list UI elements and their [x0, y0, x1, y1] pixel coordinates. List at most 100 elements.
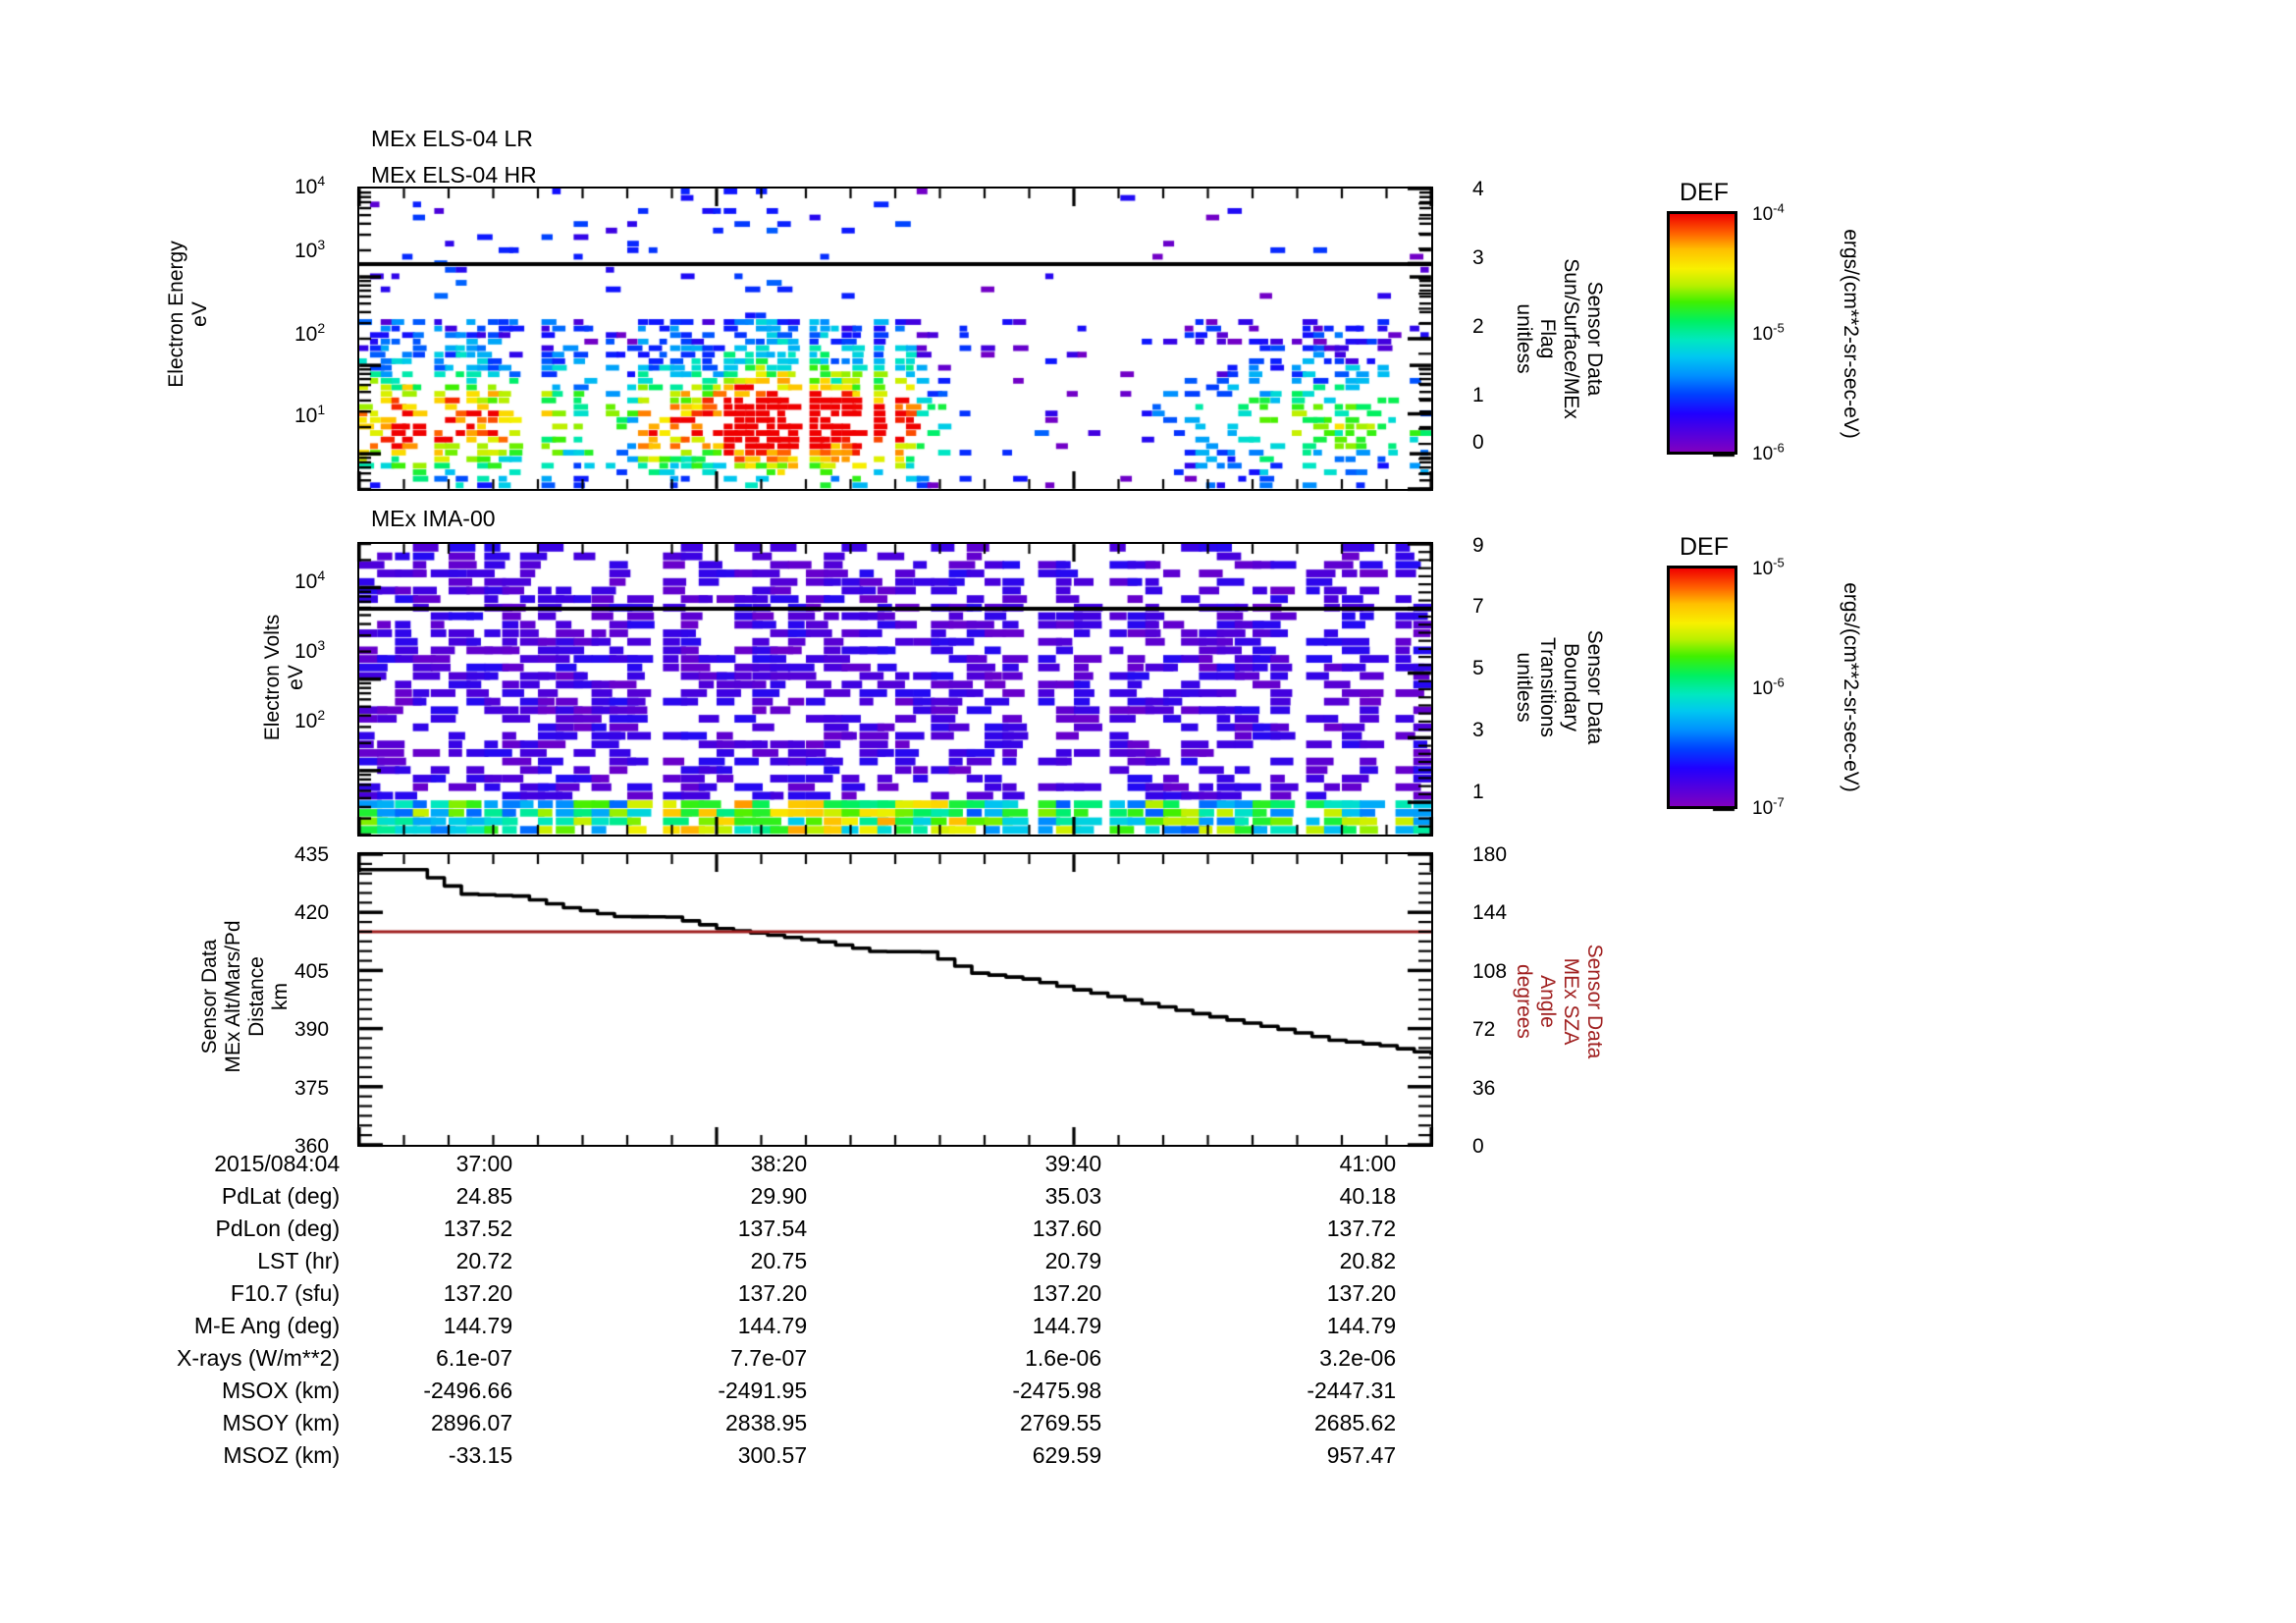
table-row-label: MSOX (km): [222, 1378, 341, 1403]
els-y2tick-2: 2: [1472, 315, 1484, 338]
table-cell-spacer: [1101, 1378, 1249, 1410]
table-row-label: MSOZ (km): [223, 1442, 341, 1468]
els-title-lr: MEx ELS-04 LR: [371, 126, 533, 151]
els-y2tick-1: 1: [1472, 384, 1484, 406]
table-row-label: PdLat (deg): [221, 1183, 341, 1209]
ima-y2tick-7: 7: [1472, 595, 1484, 618]
els-right-axis-line4: unitless: [1513, 303, 1535, 374]
alt-ytick-405: 405: [294, 960, 330, 983]
table-cell: 137.60: [1032, 1216, 1102, 1241]
table-cell-spacer: [512, 1280, 660, 1313]
colorbar-els: [1667, 211, 1737, 455]
ephemeris-table: 2015/084:04 37:00 38:20 39:40 41:00 PdLat (de…: [177, 1151, 1396, 1475]
table-row-label: 2015/084:04: [214, 1151, 341, 1176]
els-right-axis-line2: Sun/Surface/MEx: [1560, 258, 1582, 419]
table-cell-spacer: [807, 1313, 954, 1345]
table-cell: -33.15: [448, 1442, 513, 1468]
table-cell-spacer: [1101, 1151, 1249, 1183]
sza-right-axis-line4: degrees: [1513, 964, 1535, 1039]
table-cell: 144.79: [1326, 1313, 1397, 1338]
ima-y2tick-3: 3: [1472, 719, 1484, 741]
table-row: X-rays (W/m**2) 6.1e-07 7.7e-07 1.6e-06 3.2e…: [177, 1345, 1396, 1378]
table-cell: 144.79: [443, 1313, 513, 1338]
ima-y2tick-1: 1: [1472, 781, 1484, 803]
ima-y2tick-5: 5: [1472, 657, 1484, 679]
table-cell: 137.20: [737, 1280, 808, 1306]
table-cell: 144.79: [1032, 1313, 1102, 1338]
ima-title: MEx IMA-00: [371, 506, 496, 531]
table-row-label: M-E Ang (deg): [193, 1313, 341, 1338]
table-cell: -2496.66: [423, 1378, 513, 1403]
table-cell: 137.54: [737, 1216, 808, 1241]
ima-right-axis-line2: Boundary: [1560, 643, 1582, 731]
table-cell-spacer: [512, 1442, 660, 1475]
altitude-sza-canvas: [359, 854, 1431, 1145]
table-cell: 2896.07: [430, 1410, 513, 1435]
table-cell-spacer: [512, 1345, 660, 1378]
table-cell: 2838.95: [724, 1410, 808, 1435]
table-cell-spacer: [512, 1248, 660, 1280]
table-cell: 300.57: [737, 1442, 808, 1468]
table-cell: 1.6e-06: [1025, 1345, 1102, 1371]
table-cell: -2491.95: [718, 1378, 808, 1403]
table-cell: 41:00: [1339, 1151, 1397, 1176]
table-row: PdLon (deg) 137.52 137.54 137.60 137.72: [177, 1216, 1397, 1248]
els-right-axis-title: Sensor Data Sun/Surface/MEx Flag unitles…: [1512, 191, 1606, 486]
table-cell-spacer: [1101, 1183, 1249, 1216]
ima-left-axis-line1: Electron Volts: [261, 614, 284, 741]
table-cell: 29.90: [750, 1183, 808, 1209]
colorbar-ima-tick-max: 10-5: [1752, 555, 1785, 579]
spectrogram-panel-ima: [357, 542, 1433, 837]
table-cell: 2769.55: [1019, 1410, 1102, 1435]
alt-left-axis-line4: km: [269, 983, 292, 1010]
table-row-label: PdLon (deg): [215, 1216, 341, 1241]
table-cell-spacer: [512, 1378, 660, 1410]
table-cell-spacer: [807, 1151, 954, 1183]
els-right-axis-line3: Flag: [1536, 318, 1559, 359]
table-cell: 2685.62: [1313, 1410, 1397, 1435]
table-cell: 20.79: [1044, 1248, 1102, 1273]
table-cell: -2447.31: [1307, 1378, 1397, 1403]
table-cell: 144.79: [737, 1313, 808, 1338]
table-row: MSOY (km) 2896.07 2838.95 2769.55 2685.62: [177, 1410, 1396, 1442]
colorbar-els-tick-mid: 10-5: [1752, 320, 1785, 345]
ima-right-axis-line1: Sensor Data: [1583, 629, 1606, 745]
ima-ytick-10e3: 103: [294, 637, 326, 663]
sza-right-axis-title: Sensor Data MEx SZA Angle degrees: [1512, 854, 1606, 1149]
table-row: MSOZ (km) -33.15 300.57 629.59 957.47: [177, 1442, 1396, 1475]
table-cell: 3.2e-06: [1319, 1345, 1397, 1371]
colorbar-ima: [1667, 566, 1737, 809]
table-cell: 629.59: [1032, 1442, 1102, 1468]
table-cell: 20.75: [750, 1248, 808, 1273]
table-row-label: LST (hr): [257, 1248, 341, 1273]
sza-right-axis-line3: Angle: [1536, 975, 1559, 1028]
colorbar-els-unit: ergs/(cm**2-sr-sec-eV): [1839, 172, 1862, 496]
table-cell-spacer: [807, 1442, 954, 1475]
sza-y2tick-0: 0: [1472, 1135, 1484, 1158]
alt-left-axis-line1: Sensor Data: [198, 939, 221, 1055]
table-cell: 137.72: [1326, 1216, 1397, 1241]
table-row-label: MSOY (km): [222, 1410, 341, 1435]
els-ytick-10e4: 104: [294, 173, 326, 198]
colorbar-ima-tick-mid: 10-6: [1752, 675, 1785, 699]
colorbar-els-tick-max: 10-4: [1752, 200, 1785, 225]
table-cell: 7.7e-07: [730, 1345, 808, 1371]
els-ytick-10e1: 101: [294, 402, 326, 427]
table-cell: 40.18: [1339, 1183, 1397, 1209]
table-cell-spacer: [512, 1183, 660, 1216]
table-row: F10.7 (sfu) 137.20 137.20 137.20 137.20: [177, 1280, 1396, 1313]
colorbar-ima-unit: ergs/(cm**2-sr-sec-eV): [1839, 525, 1862, 849]
table-cell: 20.72: [455, 1248, 513, 1273]
els-spectrogram-canvas: [359, 189, 1431, 489]
els-ytick-10e3: 103: [294, 237, 326, 262]
table-cell-spacer: [1101, 1313, 1249, 1345]
alt-ytick-390: 390: [294, 1018, 330, 1041]
table-cell: 137.20: [443, 1280, 513, 1306]
ima-ytick-10e4: 104: [294, 568, 326, 593]
els-title-hr: MEx ELS-04 HR: [371, 162, 537, 188]
sza-right-axis-line1: Sensor Data: [1583, 944, 1606, 1059]
table-cell: 137.52: [443, 1216, 513, 1241]
els-y2tick-3: 3: [1472, 246, 1484, 269]
table-cell-spacer: [1101, 1248, 1249, 1280]
table-cell: 137.20: [1032, 1280, 1102, 1306]
